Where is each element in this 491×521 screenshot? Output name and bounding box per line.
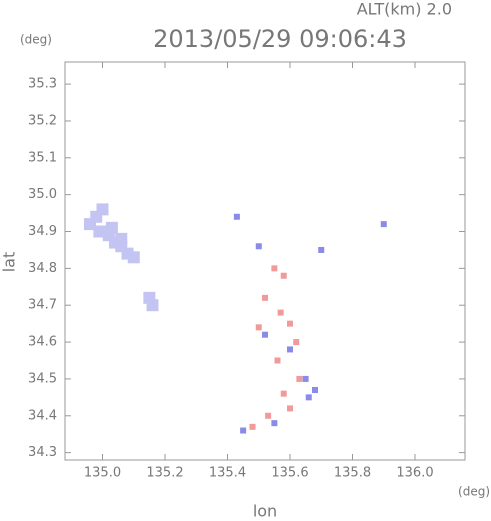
x-tick-label: 135.8 — [334, 466, 371, 481]
point — [287, 346, 293, 353]
point — [240, 427, 247, 434]
point — [296, 375, 303, 382]
plot-frame — [64, 61, 466, 461]
point — [265, 412, 272, 419]
y-tick-label: 34.7 — [28, 298, 57, 313]
chart-subtitle: ALT(km) 2.0 — [357, 0, 452, 19]
y-tick-label: 34.5 — [28, 371, 57, 386]
point — [255, 324, 262, 331]
point — [255, 243, 262, 250]
y-unit: (deg) — [20, 33, 52, 47]
point — [115, 232, 128, 245]
y-tick-label: 35.3 — [28, 77, 57, 92]
y-tick-label: 35.2 — [28, 113, 57, 128]
x-tick-label: 135.0 — [84, 466, 121, 481]
point — [262, 331, 268, 338]
point — [318, 246, 325, 253]
y-tick-label: 34.8 — [28, 261, 57, 276]
point — [262, 294, 268, 301]
x-tick-label: 135.2 — [146, 466, 183, 481]
y-tick-label: 35.1 — [28, 150, 57, 165]
point — [280, 272, 287, 279]
y-tick-label: 34.3 — [28, 445, 57, 460]
point — [96, 203, 109, 216]
x-tick-label: 136.0 — [396, 466, 433, 481]
point — [312, 386, 318, 393]
point — [127, 251, 140, 264]
point — [277, 309, 284, 316]
y-tick-label: 34.4 — [28, 408, 57, 423]
point — [146, 299, 159, 312]
chart-title: 2013/05/29 09:06:43 — [153, 25, 407, 53]
point — [287, 405, 293, 412]
y-tick-label: 35.0 — [28, 187, 57, 202]
y-axis-label: lat — [0, 252, 19, 273]
x-tick-label: 135.6 — [271, 466, 308, 481]
point — [380, 221, 387, 228]
x-tick-label: 135.4 — [209, 466, 246, 481]
point — [233, 213, 240, 220]
point — [274, 357, 281, 364]
point — [287, 320, 293, 327]
y-tick-label: 34.9 — [28, 224, 57, 239]
point — [271, 265, 278, 272]
point — [105, 221, 118, 234]
point — [93, 225, 106, 238]
y-tick-label: 34.6 — [28, 335, 57, 350]
point — [305, 394, 312, 401]
point — [249, 423, 256, 430]
x-axis-label: lon — [253, 502, 277, 521]
x-unit: (deg) — [458, 485, 490, 499]
point — [302, 375, 309, 382]
point — [280, 390, 287, 397]
point — [293, 339, 300, 346]
point — [271, 420, 278, 427]
